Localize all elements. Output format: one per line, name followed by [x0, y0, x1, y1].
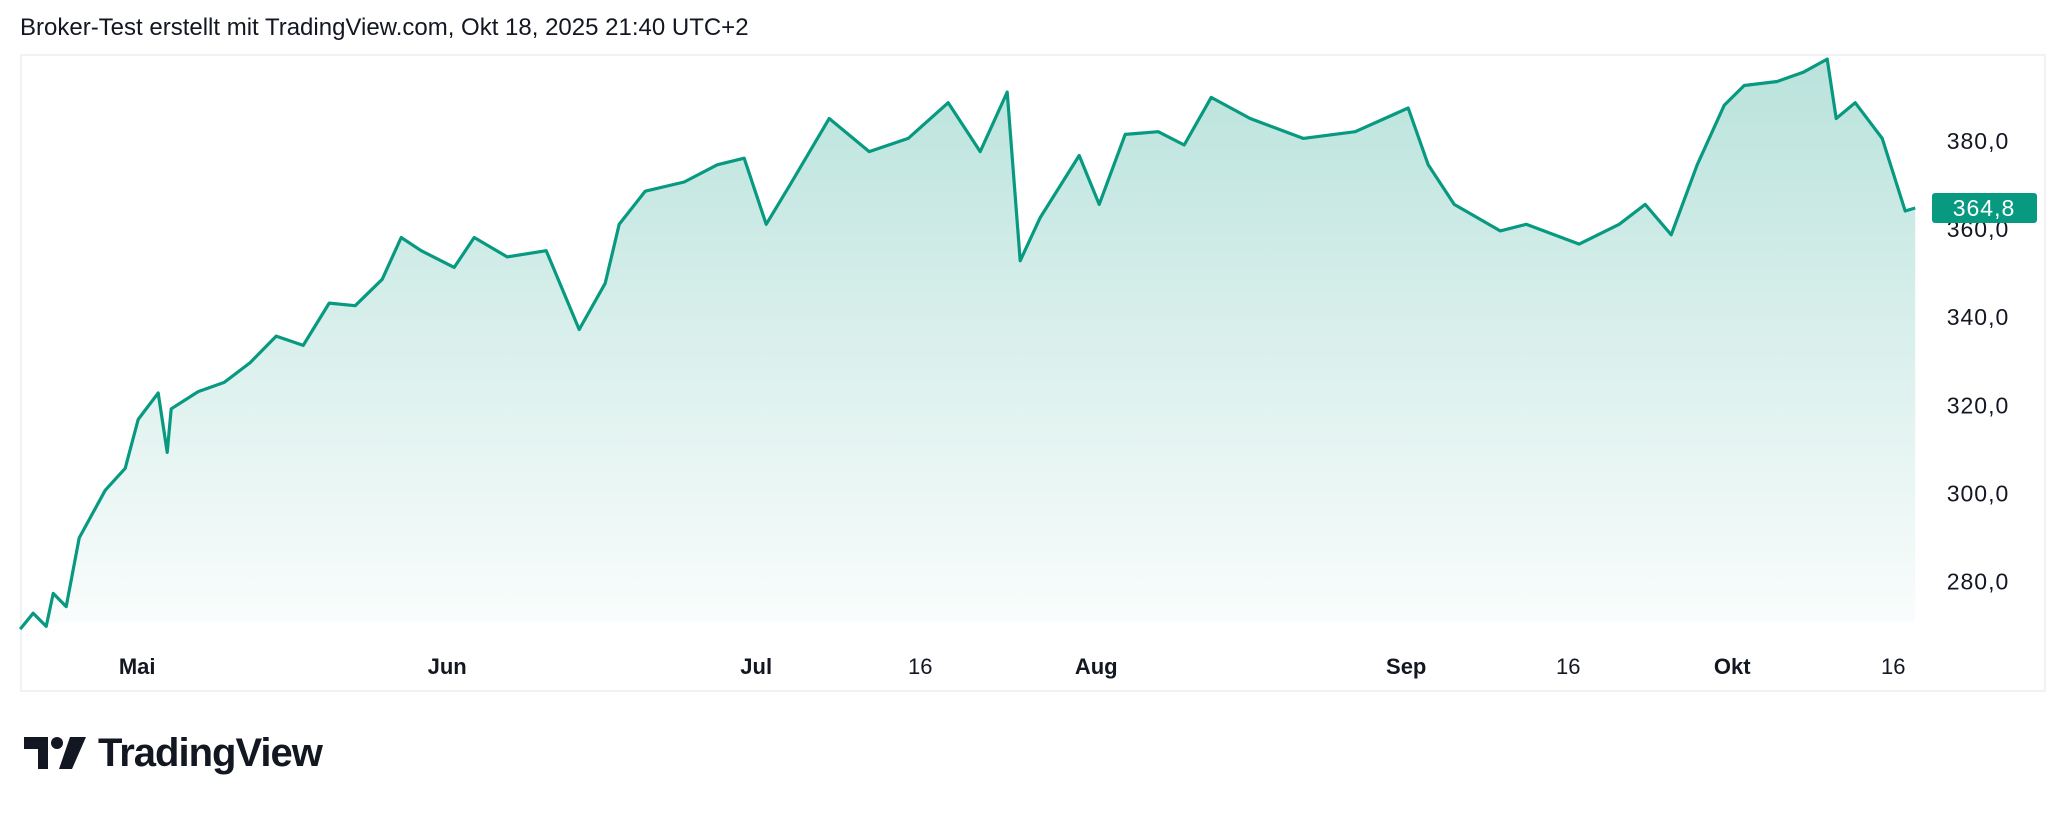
last-price-badge: 364,8	[1932, 192, 2037, 223]
chart-title: Broker-Test erstellt mit TradingView.com…	[20, 14, 749, 41]
x-tick-label: Jun	[428, 654, 467, 679]
y-tick-label: 380,0	[1947, 128, 2010, 154]
x-tick-label: 16	[1881, 654, 1905, 679]
chart-frame	[20, 54, 2046, 692]
x-tick-label: Sep	[1386, 654, 1426, 679]
last-price-badge-bg	[1932, 192, 2037, 223]
y-tick-label: 340,0	[1947, 304, 2010, 330]
price-line	[18, 57, 1916, 631]
x-tick-label: 16	[908, 654, 932, 679]
last-price-label: 364,8	[1953, 195, 2016, 221]
x-tick-label: Okt	[1714, 654, 1751, 679]
x-tick-label: Aug	[1075, 654, 1118, 679]
tradingview-logo-text: TradingView	[98, 731, 323, 775]
x-tick-label: Mai	[119, 654, 156, 679]
tradingview-logo-icon	[24, 736, 86, 769]
y-tick-label: 280,0	[1947, 569, 2010, 595]
x-tick-label: 16	[1556, 654, 1580, 679]
y-tick-label: 320,0	[1947, 392, 2010, 418]
y-tick-label: 300,0	[1947, 480, 2010, 506]
x-tick-label: Jul	[740, 654, 772, 679]
tradingview-logo[interactable]: TradingView	[24, 731, 323, 776]
price-area-fill	[20, 59, 1916, 630]
